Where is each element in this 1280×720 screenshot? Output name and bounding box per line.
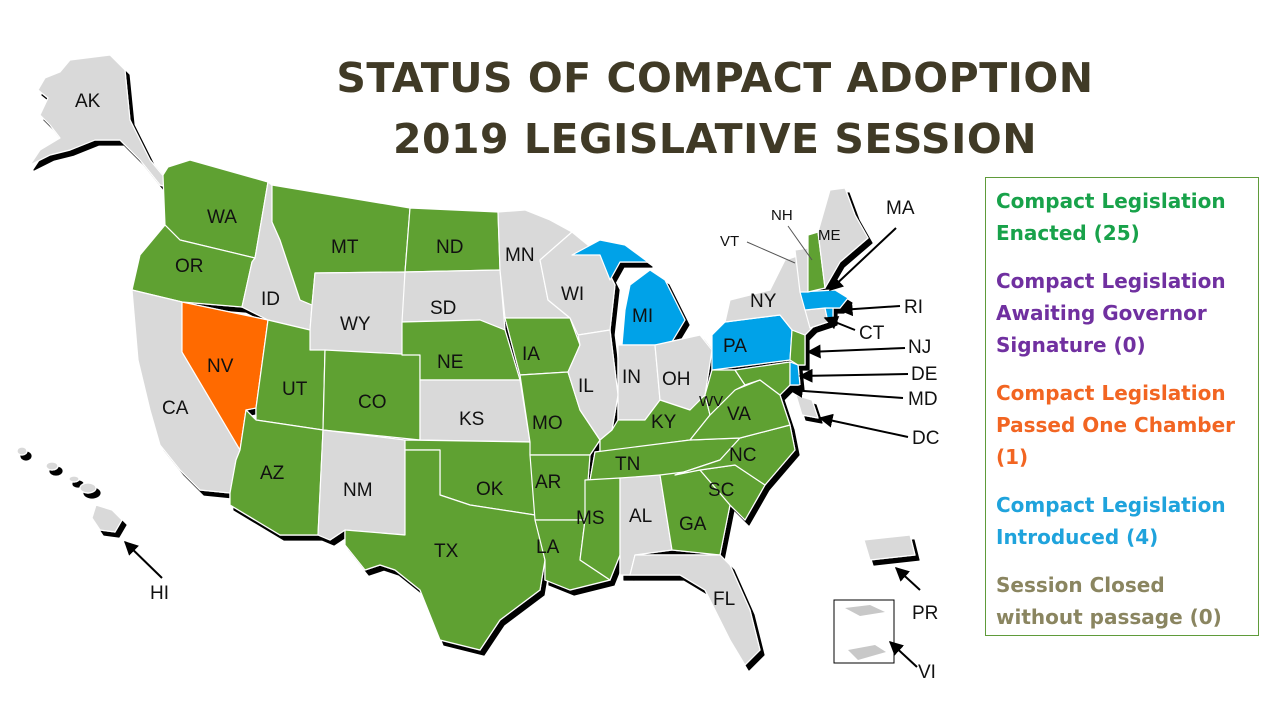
state-NC[interactable] <box>674 424 796 486</box>
legend-passed-one-chamber: Compact Legislation Passed One Chamber (… <box>996 381 1236 469</box>
state-labels: AK WA OR CA ID NV MT WY UT AZ CO NM ND S… <box>75 91 939 683</box>
state-FL[interactable] <box>629 554 761 666</box>
label-NC: NC <box>729 445 756 466</box>
thin-leaders <box>746 225 813 264</box>
state-TX[interactable] <box>344 449 546 651</box>
label-NY: NY <box>750 291 777 312</box>
state-DC[interactable] <box>795 394 819 419</box>
legend-enacted: Compact Legislation Enacted (25) <box>996 189 1226 245</box>
label-OK: OK <box>476 479 504 500</box>
title-line-2: 2019 LEGISLATIVE SESSION <box>392 115 1038 163</box>
label-KY: KY <box>651 412 677 433</box>
label-AZ: AZ <box>260 463 285 484</box>
label-AL: AL <box>629 506 652 527</box>
label-CO: CO <box>358 392 387 413</box>
label-OH: OH <box>662 369 691 390</box>
label-MT: MT <box>331 237 359 258</box>
label-VA: VA <box>727 404 751 425</box>
label-RI: RI <box>904 297 923 318</box>
legend-introduced: Compact Legislation Introduced (4) <box>996 493 1226 549</box>
label-VI: VI <box>918 662 936 683</box>
label-KS: KS <box>459 409 484 430</box>
label-DC: DC <box>912 428 939 449</box>
label-PA: PA <box>723 336 747 357</box>
label-SC: SC <box>708 480 734 501</box>
label-FL: FL <box>713 589 735 610</box>
label-TX: TX <box>434 541 459 562</box>
label-IL: IL <box>578 376 594 397</box>
label-LA: LA <box>536 537 560 558</box>
label-WV: WV <box>699 393 723 410</box>
leader-lines <box>123 227 921 668</box>
label-WA: WA <box>207 207 237 228</box>
label-NV: NV <box>207 356 234 377</box>
territory-PR[interactable] <box>863 534 916 561</box>
label-AR: AR <box>535 472 561 493</box>
label-MI: MI <box>632 306 653 327</box>
label-UT: UT <box>282 379 308 400</box>
label-VT: VT <box>720 233 739 250</box>
label-IN: IN <box>622 367 641 388</box>
state-AK[interactable] <box>29 54 176 191</box>
label-CA: CA <box>162 398 189 419</box>
label-MS: MS <box>576 508 605 529</box>
legend-awaiting: Compact Legislation Awaiting Governor Si… <box>996 269 1226 357</box>
label-NH: NH <box>771 207 793 224</box>
label-OR: OR <box>175 256 204 277</box>
state-MI[interactable] <box>571 239 649 281</box>
label-ND: ND <box>436 237 463 258</box>
label-MD: MD <box>908 389 938 410</box>
label-GA: GA <box>679 514 707 535</box>
state-HI[interactable] <box>16 446 123 533</box>
legend: Compact Legislation Enacted (25) Compact… <box>985 177 1259 636</box>
title-line-1: STATUS OF COMPACT ADOPTION <box>336 54 1094 102</box>
label-SD: SD <box>430 298 456 319</box>
label-ME: ME <box>818 227 841 244</box>
label-MO: MO <box>532 413 563 434</box>
label-TN: TN <box>615 454 640 475</box>
state-ME[interactable] <box>817 187 869 289</box>
label-MN: MN <box>505 245 535 266</box>
label-IA: IA <box>522 344 540 365</box>
state-MS[interactable] <box>579 477 621 581</box>
label-AK: AK <box>75 91 101 112</box>
state-MI-lower[interactable] <box>621 269 686 346</box>
label-WY: WY <box>340 314 371 335</box>
territory-VI[interactable] <box>845 605 886 660</box>
label-DE: DE <box>911 364 937 385</box>
label-HI: HI <box>150 583 169 604</box>
label-ID: ID <box>261 289 280 310</box>
label-NJ: NJ <box>908 337 931 358</box>
state-MA[interactable] <box>799 289 849 311</box>
label-MA: MA <box>886 198 915 219</box>
label-PR: PR <box>912 603 938 624</box>
state-NJ[interactable] <box>789 329 806 366</box>
label-WI: WI <box>561 284 584 305</box>
legend-session-closed: Session Closed without passage (0) <box>996 573 1222 629</box>
page-title: STATUS OF COMPACT ADOPTION 2019 LEGISLAT… <box>300 48 1130 170</box>
label-NE: NE <box>437 352 463 373</box>
label-CT: CT <box>859 323 885 344</box>
label-NM: NM <box>343 480 373 501</box>
